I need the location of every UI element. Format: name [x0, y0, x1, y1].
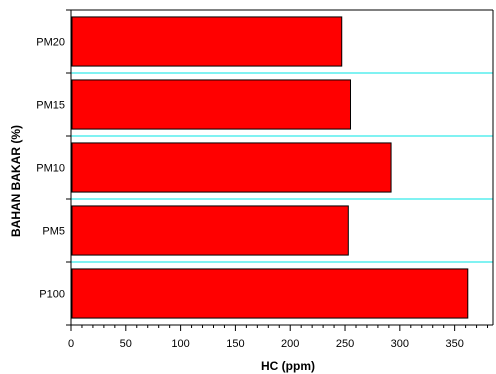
x-tick-label: 200	[281, 338, 299, 350]
bar-pm5	[71, 205, 349, 256]
x-tick-label: 0	[68, 338, 74, 350]
y-tick-label: PM10	[36, 163, 65, 175]
y-tick-label: P100	[39, 289, 65, 301]
bar-p100	[71, 268, 469, 319]
gridlines	[71, 72, 493, 263]
x-tick-label: 250	[336, 338, 354, 350]
x-tick-labels: 0 50 100 150 200 250 300 350	[68, 338, 464, 350]
x-tick-label: 100	[171, 338, 189, 350]
y-axis-title: BAHAN BAKAR (%)	[9, 125, 23, 237]
y-tick-labels: P100 PM5 PM10 PM15 PM20	[36, 37, 65, 301]
x-tick-label: 350	[445, 338, 463, 350]
bars	[71, 16, 469, 319]
axes	[66, 9, 494, 331]
x-tick-label: 50	[120, 338, 132, 350]
x-tick-label: 150	[226, 338, 244, 350]
y-tick-label: PM5	[42, 226, 65, 238]
bar-pm10	[71, 142, 392, 193]
bar-pm15	[71, 79, 352, 130]
x-axis-title: HC (ppm)	[261, 359, 315, 373]
x-tick-label: 300	[391, 338, 409, 350]
bar-pm20	[71, 16, 343, 67]
y-tick-label: PM20	[36, 37, 65, 49]
y-tick-label: PM15	[36, 100, 65, 112]
